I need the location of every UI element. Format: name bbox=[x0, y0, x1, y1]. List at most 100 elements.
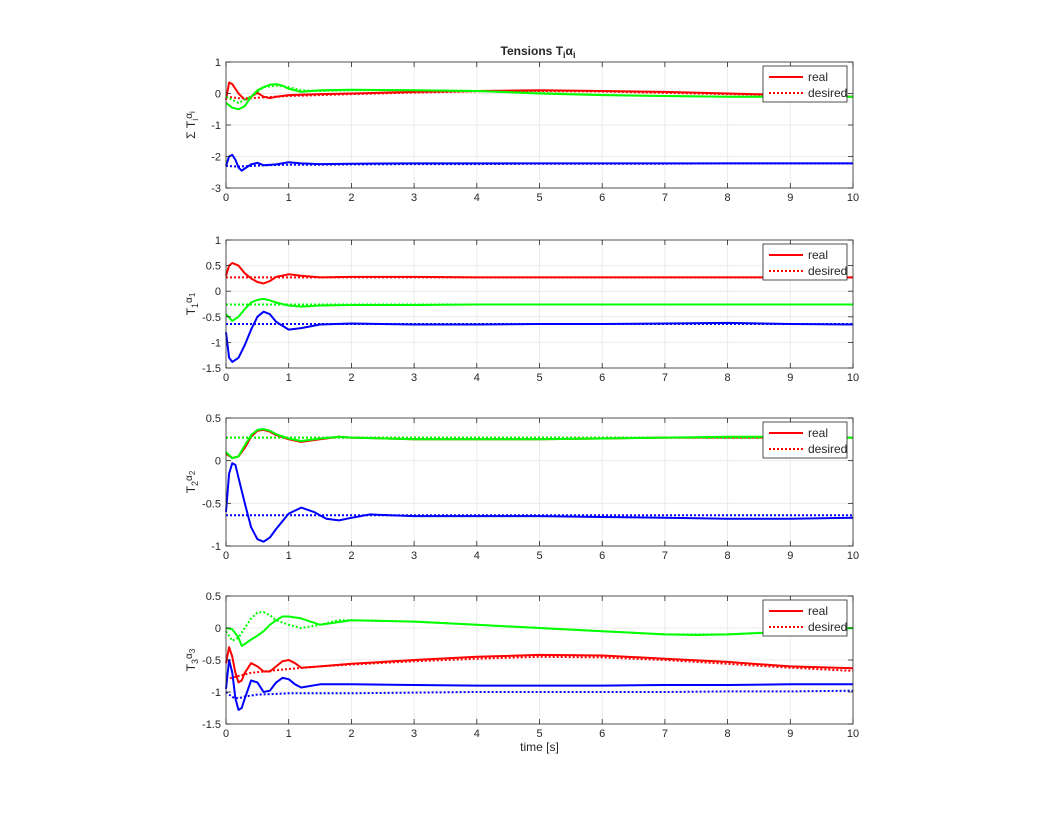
x-tick-label: 7 bbox=[662, 728, 668, 740]
legend: real desired bbox=[762, 599, 848, 637]
y-tick-label: 0.5 bbox=[206, 591, 221, 603]
y-tick-label: -3 bbox=[211, 183, 221, 195]
x-tick-label: 9 bbox=[787, 550, 793, 562]
series-line-1 bbox=[225, 81, 854, 101]
y-tick-label: 1 bbox=[215, 57, 221, 69]
series-line-3 bbox=[225, 428, 854, 460]
legend-label: real bbox=[808, 70, 828, 84]
legend-label: real bbox=[808, 248, 828, 262]
x-tick-label: 7 bbox=[662, 372, 668, 384]
y-axis-label: T3α3 bbox=[184, 648, 200, 671]
x-tick-label: 0 bbox=[223, 728, 229, 740]
x-axis-label: time [s] bbox=[520, 740, 559, 754]
subplot-1: 0 1 2 3 4 5 6 7 8 9 10 -3 -2 -1 0 1 Σ Tiαi real desired bbox=[184, 57, 859, 204]
x-tick-label: 0 bbox=[223, 372, 229, 384]
legend: real desired bbox=[762, 421, 848, 459]
x-tick-label: 10 bbox=[847, 728, 859, 740]
y-tick-label: -1 bbox=[211, 337, 221, 349]
series-line-6 bbox=[225, 162, 853, 168]
y-tick-label: 0 bbox=[215, 286, 221, 298]
x-tick-label: 10 bbox=[847, 372, 859, 384]
x-tick-label: 1 bbox=[286, 728, 292, 740]
y-tick-label: -2 bbox=[211, 152, 221, 164]
x-tick-label: 0 bbox=[223, 550, 229, 562]
legend-label: desired bbox=[808, 86, 847, 100]
x-tick-label: 7 bbox=[662, 192, 668, 204]
x-tick-label: 1 bbox=[286, 550, 292, 562]
x-tick-label: 2 bbox=[348, 372, 354, 384]
x-tick-label: 3 bbox=[411, 550, 417, 562]
x-tick-label: 8 bbox=[725, 192, 731, 204]
series-line-5 bbox=[225, 462, 854, 543]
series-line-5 bbox=[225, 310, 854, 363]
x-tick-label: 2 bbox=[348, 728, 354, 740]
x-tick-label: 8 bbox=[725, 372, 731, 384]
series-line-4 bbox=[225, 655, 854, 681]
y-tick-label: 1 bbox=[215, 235, 221, 247]
x-tick-label: 5 bbox=[536, 728, 542, 740]
x-tick-label: 6 bbox=[599, 372, 605, 384]
legend-label: desired bbox=[808, 264, 847, 278]
x-tick-label: 6 bbox=[599, 192, 605, 204]
legend-label: desired bbox=[808, 620, 847, 634]
y-tick-label: -0.5 bbox=[202, 498, 221, 510]
y-tick-label: -1.5 bbox=[202, 363, 221, 375]
y-tick-label: -0.5 bbox=[202, 655, 221, 667]
series-line-5 bbox=[225, 659, 853, 711]
x-tick-label: 10 bbox=[847, 192, 859, 204]
y-tick-label: 0 bbox=[215, 89, 221, 101]
x-tick-label: 9 bbox=[787, 728, 793, 740]
series-line-3 bbox=[225, 83, 853, 111]
y-tick-label: 0.5 bbox=[206, 413, 221, 425]
x-tick-label: 3 bbox=[411, 192, 417, 204]
x-tick-label: 1 bbox=[286, 192, 292, 204]
series-line-3 bbox=[225, 646, 854, 684]
x-tick-label: 4 bbox=[474, 192, 480, 204]
x-tick-label: 6 bbox=[599, 728, 605, 740]
series-line-1 bbox=[225, 615, 854, 647]
x-tick-label: 10 bbox=[847, 550, 859, 562]
y-axis-label: T1α1 bbox=[184, 292, 200, 315]
subplot-4: 0 1 2 3 4 5 6 7 8 9 10 -1.5 -1 -0.5 0 0.5 T3α3 time [s] re… bbox=[184, 591, 859, 754]
figure-title: Tensions Tiαi bbox=[501, 44, 576, 60]
series-line-4 bbox=[225, 84, 853, 104]
x-tick-label: 3 bbox=[411, 372, 417, 384]
x-tick-label: 4 bbox=[474, 550, 480, 562]
x-tick-label: 8 bbox=[725, 728, 731, 740]
legend-box bbox=[762, 65, 848, 103]
x-tick-label: 5 bbox=[536, 192, 542, 204]
x-tick-label: 9 bbox=[787, 372, 793, 384]
y-tick-label: -1 bbox=[211, 687, 221, 699]
x-tick-label: 0 bbox=[223, 192, 229, 204]
x-tick-label: 6 bbox=[599, 550, 605, 562]
x-tick-label: 9 bbox=[787, 192, 793, 204]
x-tick-label: 5 bbox=[536, 372, 542, 384]
legend-label: real bbox=[808, 426, 828, 440]
x-tick-label: 4 bbox=[474, 372, 480, 384]
y-axis-label: Σ Tiαi bbox=[184, 111, 200, 139]
y-tick-label: 0 bbox=[215, 456, 221, 468]
legend-box bbox=[762, 599, 848, 637]
x-tick-label: 3 bbox=[411, 728, 417, 740]
y-axis-label: T2α2 bbox=[184, 470, 200, 493]
x-tick-label: 2 bbox=[348, 192, 354, 204]
x-tick-label: 5 bbox=[536, 550, 542, 562]
series-line-2 bbox=[225, 90, 854, 100]
subplot-3: 0 1 2 3 4 5 6 7 8 9 10 -1 -0.5 0 0.5 T2α2 real desired bbox=[184, 413, 859, 562]
y-tick-label: -1 bbox=[211, 120, 221, 132]
x-tick-label: 7 bbox=[662, 550, 668, 562]
series-line-1 bbox=[225, 262, 853, 285]
y-tick-label: 0 bbox=[215, 623, 221, 635]
legend-label: real bbox=[808, 604, 828, 618]
legend-box bbox=[762, 421, 848, 459]
legend: real desired bbox=[762, 65, 848, 103]
x-tick-label: 1 bbox=[286, 372, 292, 384]
x-tick-label: 2 bbox=[348, 550, 354, 562]
y-tick-label: -0.5 bbox=[202, 312, 221, 324]
legend-box bbox=[762, 243, 848, 281]
x-tick-label: 4 bbox=[474, 728, 480, 740]
subplot-2: 0 1 2 3 4 5 6 7 8 9 10 -1.5 -1 -0.5 0 0.5 1 T1α1 real desir… bbox=[184, 235, 859, 384]
y-tick-label: -1.5 bbox=[202, 719, 221, 731]
